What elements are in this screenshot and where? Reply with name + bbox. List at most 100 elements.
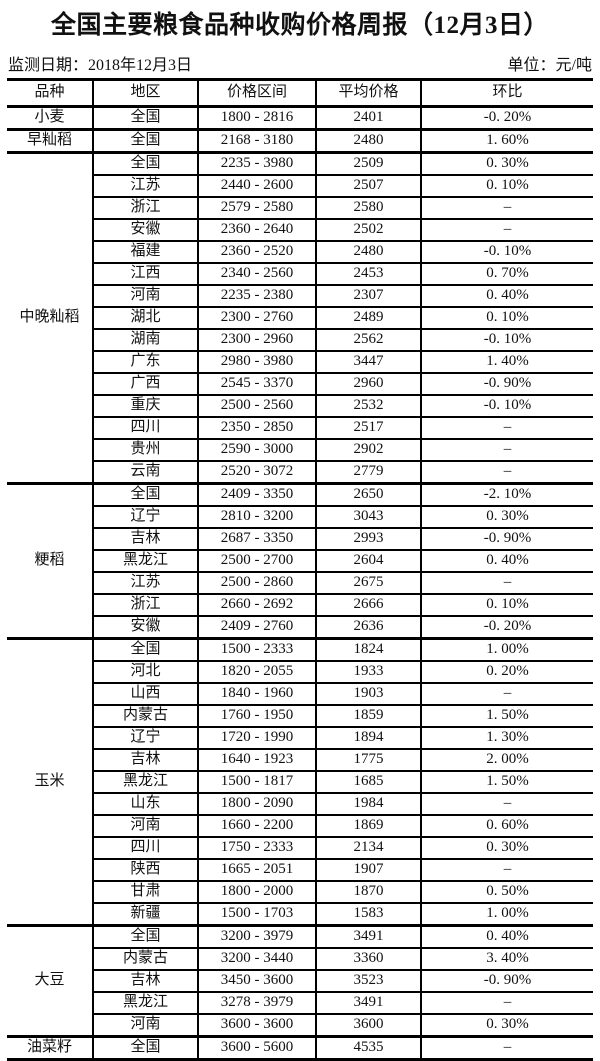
region-cell: 安徽	[92, 615, 199, 640]
avg-price-cell: 1894	[315, 726, 422, 750]
avg-price-cell: 1685	[315, 770, 422, 794]
change-cell: 0. 40%	[420, 284, 593, 308]
region-cell: 山西	[92, 682, 199, 706]
region-cell: 浙江	[92, 593, 199, 617]
price-range-cell: 2360 - 2640	[197, 218, 317, 242]
variety-cell: 大豆	[7, 924, 94, 1038]
avg-price-cell: 2532	[315, 394, 422, 418]
region-cell: 湖南	[92, 328, 199, 352]
change-cell: 0. 30%	[420, 836, 593, 860]
avg-price-cell: 3491	[315, 991, 422, 1015]
price-range-cell: 1720 - 1990	[197, 726, 317, 750]
avg-price-cell: 2480	[315, 128, 422, 154]
region-cell: 吉林	[92, 527, 199, 551]
table-row: 贵州 2590 - 3000 2902–	[7, 438, 593, 462]
table-row: 油菜籽 全国 3600 - 5600 4535–	[7, 1035, 593, 1061]
change-cell: 0. 60%	[420, 814, 593, 838]
change-cell: 0. 70%	[420, 262, 593, 286]
meta-row: 监测日期：2018年12月3日 单位：元/吨	[8, 51, 592, 75]
region-cell: 贵州	[92, 438, 199, 462]
price-range-cell: 1500 - 2333	[197, 637, 317, 662]
col-header-average: 平均价格	[315, 78, 422, 108]
change-cell: -0. 90%	[420, 969, 593, 993]
avg-price-cell: 1870	[315, 880, 422, 904]
change-cell: 1. 60%	[420, 128, 593, 154]
avg-price-cell: 2509	[315, 151, 422, 176]
price-range-cell: 1665 - 2051	[197, 858, 317, 882]
price-table: 品种 地区 价格区间 平均价格 环比 小麦 全国 1800 - 2816 2401 -0…	[7, 78, 593, 1061]
variety-cell: 小麦	[7, 105, 94, 131]
avg-price-cell: 2636	[315, 615, 422, 640]
change-cell: 1. 40%	[420, 350, 593, 374]
table-row: 玉米 全国 1500 - 2333 1824 1. 00%	[7, 637, 593, 927]
avg-price-cell: 2650	[315, 482, 422, 507]
region-cell: 山东	[92, 792, 199, 816]
avg-price-cell: 3491	[315, 924, 422, 949]
table-row: 浙江 2579 - 2580 2580–	[7, 196, 593, 220]
change-cell: -0. 20%	[420, 615, 593, 640]
table-row: 辽宁 2810 - 3200 3043 0. 30%	[7, 505, 593, 529]
region-cell: 吉林	[92, 969, 199, 993]
avg-price-cell: 1859	[315, 704, 422, 728]
price-range-cell: 2980 - 3980	[197, 350, 317, 374]
table-row: 吉林 2687 - 3350 2993 -0. 90%	[7, 527, 593, 551]
price-range-cell: 2579 - 2580	[197, 196, 317, 220]
change-cell: 3. 40%	[420, 947, 593, 971]
table-row: 黑龙江 1500 - 1817 1685 1. 50%	[7, 770, 593, 794]
avg-price-cell: 2604	[315, 549, 422, 573]
change-cell: –	[420, 460, 593, 485]
avg-price-cell: 2453	[315, 262, 422, 286]
avg-price-cell: 1933	[315, 660, 422, 684]
price-range-cell: 1640 - 1923	[197, 748, 317, 772]
table-row: 河南 3600 - 3600 3600 0. 30%	[7, 1013, 593, 1038]
region-cell: 黑龙江	[92, 991, 199, 1015]
table-row: 江苏 2500 - 2860 2675–	[7, 571, 593, 595]
change-cell: –	[420, 858, 593, 882]
avg-price-cell: 1907	[315, 858, 422, 882]
avg-price-cell: 2480	[315, 240, 422, 264]
variety-cell: 中晚籼稻	[7, 151, 94, 485]
price-range-cell: 2340 - 2560	[197, 262, 317, 286]
region-cell: 辽宁	[92, 505, 199, 529]
variety-cell: 早籼稻	[7, 128, 94, 154]
price-range-cell: 1500 - 1703	[197, 902, 317, 927]
avg-price-cell: 2489	[315, 306, 422, 330]
avg-price-cell: 1775	[315, 748, 422, 772]
change-cell: –	[420, 1035, 593, 1061]
variety-cell: 粳稻	[7, 482, 94, 640]
change-cell: -0. 90%	[420, 372, 593, 396]
region-cell: 全国	[92, 924, 199, 949]
change-cell: –	[420, 438, 593, 462]
change-cell: -0. 20%	[420, 105, 593, 131]
avg-price-cell: 2307	[315, 284, 422, 308]
change-cell: 0. 20%	[420, 660, 593, 684]
price-range-cell: 2235 - 2380	[197, 284, 317, 308]
change-cell: -0. 10%	[420, 328, 593, 352]
table-row: 山东 1800 - 2090 1984–	[7, 792, 593, 816]
avg-price-cell: 2902	[315, 438, 422, 462]
region-cell: 黑龙江	[92, 770, 199, 794]
avg-price-cell: 2401	[315, 105, 422, 131]
avg-price-cell: 2517	[315, 416, 422, 440]
region-cell: 全国	[92, 637, 199, 662]
col-header-variety: 品种	[7, 78, 94, 108]
region-cell: 河北	[92, 660, 199, 684]
price-range-cell: 2500 - 2860	[197, 571, 317, 595]
price-range-cell: 3600 - 3600	[197, 1013, 317, 1038]
price-range-cell: 3450 - 3600	[197, 969, 317, 993]
table-row: 浙江 2660 - 2692 2666 0. 10%	[7, 593, 593, 617]
table-row: 陕西 1665 - 2051 1907–	[7, 858, 593, 882]
avg-price-cell: 2675	[315, 571, 422, 595]
price-range-cell: 1750 - 2333	[197, 836, 317, 860]
price-range-cell: 2545 - 3370	[197, 372, 317, 396]
change-cell: -0. 10%	[420, 240, 593, 264]
change-cell: -2. 10%	[420, 482, 593, 507]
avg-price-cell: 1869	[315, 814, 422, 838]
region-cell: 内蒙古	[92, 704, 199, 728]
price-range-cell: 2500 - 2560	[197, 394, 317, 418]
price-range-cell: 1820 - 2055	[197, 660, 317, 684]
col-header-change: 环比	[420, 78, 593, 108]
col-header-region: 地区	[92, 78, 199, 108]
price-range-cell: 1800 - 2000	[197, 880, 317, 904]
table-row: 云南 2520 - 3072 2779–	[7, 460, 593, 485]
